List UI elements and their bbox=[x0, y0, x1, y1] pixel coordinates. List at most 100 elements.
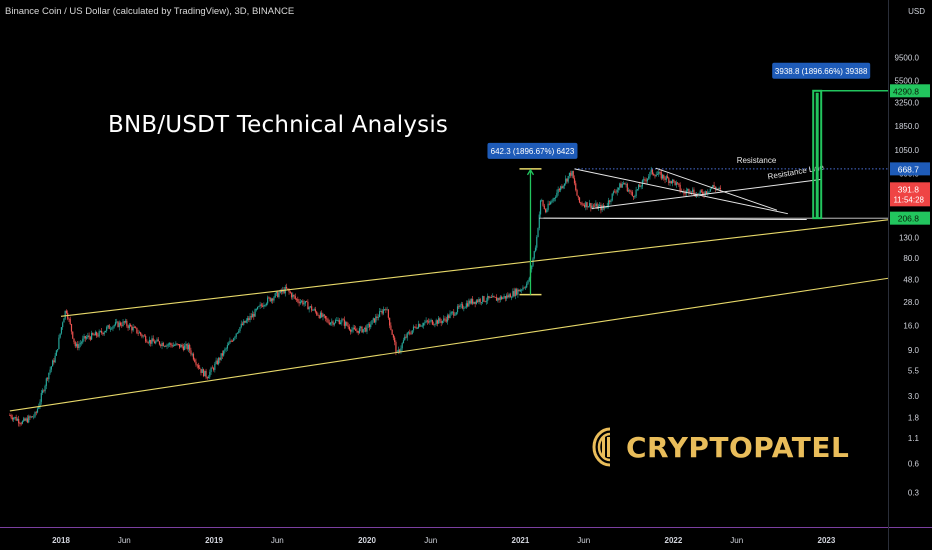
candle bbox=[301, 299, 303, 304]
candle-body bbox=[318, 315, 320, 319]
candle bbox=[197, 362, 200, 370]
candle-body bbox=[688, 189, 690, 193]
candle-body bbox=[207, 376, 210, 379]
candle bbox=[587, 206, 589, 208]
candle bbox=[519, 288, 522, 293]
candle bbox=[246, 315, 249, 324]
candle bbox=[666, 173, 669, 179]
candle-body bbox=[233, 338, 235, 341]
candle bbox=[522, 285, 524, 292]
candle-body bbox=[518, 289, 520, 292]
candle bbox=[205, 368, 207, 380]
candle bbox=[492, 293, 494, 298]
time-tick-label: 2018 bbox=[52, 536, 70, 545]
candle-body bbox=[161, 342, 163, 346]
candle-body bbox=[588, 203, 591, 207]
candle-body bbox=[135, 327, 137, 328]
candle bbox=[297, 296, 299, 304]
candle bbox=[390, 322, 392, 331]
candle-body bbox=[553, 198, 555, 199]
candle-body bbox=[223, 350, 225, 356]
candle bbox=[60, 326, 63, 335]
candle bbox=[624, 182, 626, 185]
candle-body bbox=[175, 343, 177, 346]
candle bbox=[177, 343, 179, 346]
candle-body bbox=[260, 304, 262, 306]
candle-body bbox=[594, 205, 596, 207]
candle-body bbox=[573, 178, 576, 184]
candle-body bbox=[516, 289, 518, 295]
candle-body bbox=[301, 300, 303, 302]
candle-body bbox=[79, 343, 81, 345]
candle bbox=[556, 189, 558, 198]
candle-body bbox=[55, 350, 57, 356]
candle-body bbox=[431, 320, 433, 325]
candle bbox=[475, 299, 478, 305]
candle-body bbox=[329, 322, 332, 325]
candle bbox=[221, 350, 223, 359]
candle bbox=[126, 318, 128, 328]
candle bbox=[580, 201, 582, 206]
candle bbox=[610, 198, 612, 205]
candle bbox=[505, 293, 508, 301]
candle bbox=[35, 410, 37, 416]
candle-body bbox=[114, 322, 117, 326]
candle bbox=[273, 296, 275, 303]
candle bbox=[331, 318, 333, 326]
candle-body bbox=[297, 299, 299, 302]
candle-body bbox=[156, 339, 158, 342]
candle bbox=[567, 175, 569, 184]
candle bbox=[158, 341, 161, 346]
candle bbox=[648, 174, 650, 181]
candle-body bbox=[68, 318, 70, 320]
candle-body bbox=[52, 360, 54, 367]
candle bbox=[321, 310, 323, 318]
candle-body bbox=[434, 324, 436, 325]
candle bbox=[640, 184, 642, 190]
candle-body bbox=[498, 298, 500, 300]
candle bbox=[684, 190, 686, 197]
candle bbox=[104, 330, 107, 333]
candle-body bbox=[249, 316, 251, 320]
candle bbox=[207, 375, 210, 379]
candle bbox=[97, 333, 99, 338]
candle-body bbox=[246, 318, 249, 321]
candle bbox=[524, 285, 527, 291]
candle bbox=[616, 187, 618, 196]
candle bbox=[146, 339, 148, 343]
candle bbox=[376, 313, 378, 321]
candle bbox=[59, 333, 61, 339]
candle-body bbox=[358, 328, 361, 334]
candle bbox=[553, 197, 555, 202]
candle bbox=[137, 329, 139, 336]
candle-body bbox=[197, 365, 200, 368]
price-tick-label: 0.3 bbox=[908, 489, 920, 498]
candle-body bbox=[211, 367, 213, 369]
candle bbox=[82, 335, 84, 345]
candle bbox=[179, 344, 181, 350]
candle-body bbox=[151, 338, 153, 344]
candle bbox=[483, 295, 485, 303]
candle bbox=[52, 359, 54, 367]
candle-body bbox=[565, 178, 567, 184]
candle-body bbox=[319, 312, 322, 319]
candle-body bbox=[201, 369, 203, 373]
candle-body bbox=[216, 360, 218, 365]
candle bbox=[468, 298, 470, 307]
candle bbox=[49, 366, 51, 375]
candle-body bbox=[677, 182, 679, 184]
candle-body bbox=[699, 190, 701, 193]
candle bbox=[235, 333, 237, 340]
candle-body bbox=[356, 330, 358, 332]
candle-body bbox=[194, 359, 196, 362]
candle-body bbox=[185, 343, 187, 346]
candle-body bbox=[426, 320, 428, 322]
candle-body bbox=[59, 333, 61, 338]
candle bbox=[489, 296, 491, 299]
candle-body bbox=[463, 308, 465, 310]
candle bbox=[521, 288, 523, 294]
candle-body bbox=[283, 289, 285, 294]
candle bbox=[373, 318, 376, 324]
candle-body bbox=[334, 320, 337, 324]
